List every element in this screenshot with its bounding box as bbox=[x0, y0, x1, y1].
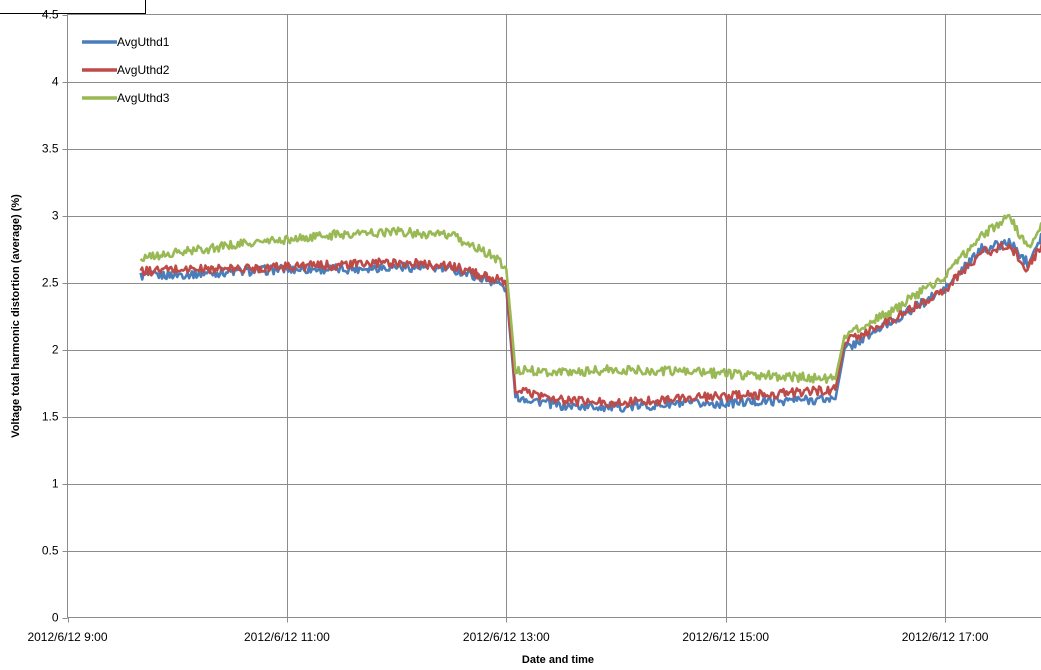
y-tick-label: 1.5 bbox=[42, 410, 59, 424]
y-tick-label: 1 bbox=[52, 477, 59, 491]
x-tick-label: 2012/6/12 17:00 bbox=[902, 630, 989, 644]
x-tick-label: 2012/6/12 13:00 bbox=[463, 630, 550, 644]
x-tick-label: 2012/6/12 15:00 bbox=[682, 630, 769, 644]
y-tick-label: 0 bbox=[52, 611, 59, 625]
y-tick-label: 2 bbox=[52, 343, 59, 357]
legend-label: AvgUthd1 bbox=[117, 35, 170, 49]
plot-area-border bbox=[67, 14, 1041, 618]
y-tick-label: 0.5 bbox=[42, 544, 59, 558]
series-line-avguthd3 bbox=[139, 213, 1041, 384]
x-tick-label: 2012/6/12 9:00 bbox=[27, 630, 107, 644]
series-line-avguthd2 bbox=[139, 240, 1041, 409]
y-tick-label: 3 bbox=[52, 209, 59, 223]
x-tick-labels: 2012/6/12 9:00 2012/6/12 11:00 2012/6/12 1… bbox=[27, 630, 989, 644]
grid-lines bbox=[62, 14, 1041, 623]
x-tick-label: 2012/6/12 11:00 bbox=[244, 630, 330, 644]
legend-label: AvgUthd2 bbox=[117, 63, 170, 77]
legend-label: AvgUthd3 bbox=[117, 91, 170, 105]
chart-top-border bbox=[0, 0, 146, 14]
legend: AvgUthd1 AvgUthd2 AvgUthd3 bbox=[82, 35, 170, 105]
y-tick-label: 4 bbox=[52, 75, 59, 89]
y-tick-labels: 0 0.5 1 1.5 2 2.5 3 3.5 4 4.5 bbox=[42, 8, 59, 625]
y-tick-label: 2.5 bbox=[42, 276, 59, 290]
y-axis-title: Voltage total harmonic distortion (avera… bbox=[10, 194, 22, 438]
x-axis-title: Date and time bbox=[522, 654, 594, 666]
series-lines bbox=[139, 213, 1041, 413]
y-tick-label: 4.5 bbox=[42, 8, 59, 22]
y-tick-label: 3.5 bbox=[42, 142, 59, 156]
